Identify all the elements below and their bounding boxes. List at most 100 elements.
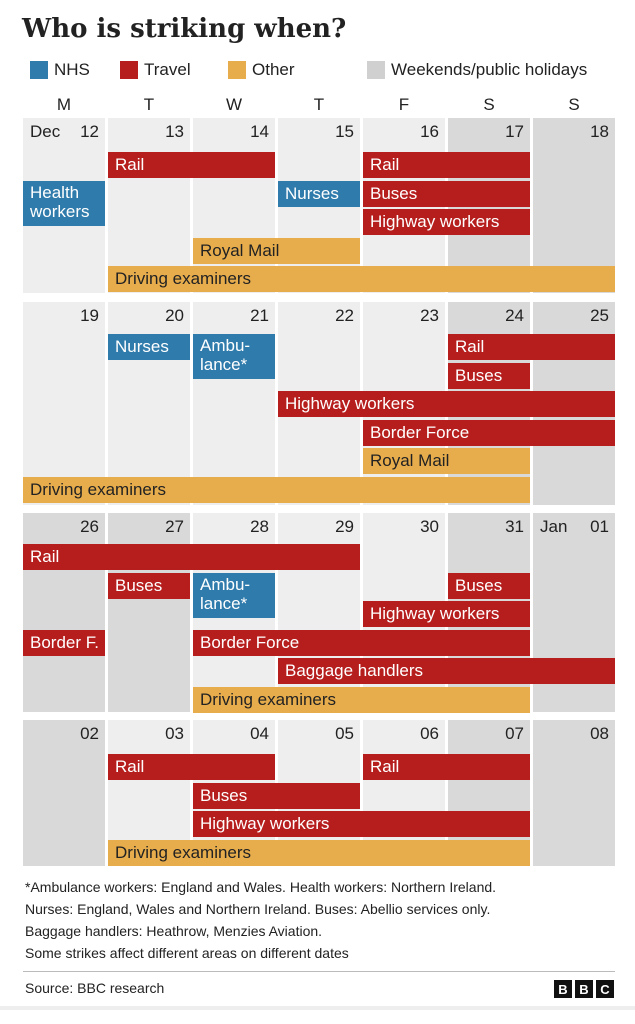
strike-bar-rail: Rail [363, 152, 530, 178]
strike-bar-baggage-handlers: Baggage handlers [278, 658, 615, 684]
strike-bar-rail: Rail [23, 544, 360, 570]
month-label: Jan [540, 517, 568, 536]
strike-bar-rail: Rail [108, 152, 275, 178]
footnote: Baggage handlers: Heathrow, Menzies Avia… [25, 923, 323, 939]
day-number: 07 [505, 724, 524, 743]
day-number: 06 [420, 724, 439, 743]
legend-label-travel: Travel [144, 60, 191, 79]
logo-letter: B [554, 980, 572, 998]
legend-swatch-travel [120, 61, 138, 79]
day-number: 21 [250, 306, 269, 325]
footnote: Nurses: England, Wales and Northern Irel… [25, 901, 491, 917]
weekday-header: S [568, 95, 580, 114]
footnote: Some strikes affect different areas on d… [25, 945, 349, 961]
day-cell: 18 [533, 118, 615, 293]
weekday-header-row: M T W T F S S [23, 95, 615, 115]
strike-bar-ambu-lance: Ambu-lance* [193, 572, 275, 618]
day-number: 13 [165, 122, 184, 141]
strike-bar-highway-workers: Highway workers [363, 209, 530, 235]
strike-bar-rail: Rail [448, 334, 615, 360]
divider [0, 1006, 635, 1010]
legend-label-nhs: NHS [54, 60, 90, 79]
weekday-header: M [56, 95, 72, 114]
day-cell: 21 [193, 302, 275, 505]
source-note: Source: BBC research [25, 980, 165, 996]
strike-bar-driving-examiners: Driving examiners [108, 266, 615, 292]
legend-swatch-nhs [30, 61, 48, 79]
month-label: Dec [30, 122, 61, 141]
weekday-header: T [313, 95, 325, 114]
day-number: 05 [335, 724, 354, 743]
day-number: 18 [590, 122, 609, 141]
day-number: 01 [590, 517, 609, 536]
strike-bar-rail: Rail [108, 754, 275, 780]
strike-bar-rail: Rail [363, 754, 530, 780]
strike-bar-highway-workers: Highway workers [363, 601, 530, 627]
legend-label-other: Other [252, 60, 295, 79]
day-number: 17 [505, 122, 524, 141]
day-number: 02 [80, 724, 99, 743]
day-number: 24 [505, 306, 524, 325]
day-cell: 08 [533, 720, 615, 866]
day-number: 30 [420, 517, 439, 536]
day-cell: 20 [108, 302, 190, 505]
strike-bar-ambu-lance: Ambu-lance* [193, 334, 275, 379]
strike-bar-royal-mail: Royal Mail [363, 448, 530, 474]
weekday-header: W [225, 95, 243, 114]
day-number: 16 [420, 122, 439, 141]
day-number: 04 [250, 724, 269, 743]
day-number: 31 [505, 517, 524, 536]
strike-bar-nurses: Nurses [108, 334, 190, 360]
strike-bar-health-workers: Health workers [23, 180, 105, 226]
day-number: 27 [165, 517, 184, 536]
day-number: 03 [165, 724, 184, 743]
logo-letter: B [575, 980, 593, 998]
legend: NHS Travel Other Weekends/public holiday… [30, 60, 620, 80]
day-number: 14 [250, 122, 269, 141]
strike-bar-border-force: Border Force [193, 629, 530, 656]
footnote: *Ambulance workers: England and Wales. H… [25, 879, 497, 895]
strike-bar-buses: Buses [108, 572, 190, 599]
weekday-header: T [143, 95, 155, 114]
legend-swatch-other [228, 61, 246, 79]
divider [23, 971, 615, 972]
legend-item-weekends: Weekends/public holidays [367, 60, 587, 80]
day-number: 26 [80, 517, 99, 536]
day-number: 22 [335, 306, 354, 325]
strike-bar-royal-mail: Royal Mail [193, 237, 360, 264]
day-cell: 27 [108, 513, 190, 712]
strike-bar-driving-examiners: Driving examiners [108, 839, 530, 866]
legend-swatch-weekends [367, 61, 385, 79]
strike-bar-buses: Buses [448, 362, 530, 389]
strike-bar-buses: Buses [363, 180, 530, 207]
day-cell: 14 [193, 118, 275, 293]
strike-bar-highway-workers: Highway workers [193, 811, 530, 837]
day-number: 08 [590, 724, 609, 743]
day-number: 20 [165, 306, 184, 325]
strike-bar-driving-examiners: Driving examiners [23, 476, 530, 503]
day-cell: 19 [23, 302, 105, 505]
strike-bar-driving-examiners: Driving examiners [193, 686, 530, 713]
strike-bar-border-force: Border Force [363, 419, 615, 446]
day-cell: 26 [23, 513, 105, 712]
day-number: 15 [335, 122, 354, 141]
bbc-logo: B B C [554, 980, 614, 998]
day-cell: 02 [23, 720, 105, 866]
day-number: 23 [420, 306, 439, 325]
strike-bar-buses: Buses [193, 782, 360, 809]
day-number: 29 [335, 517, 354, 536]
strike-bar-highway-workers: Highway workers [278, 391, 615, 417]
day-cell: 13 [108, 118, 190, 293]
strike-bar-border-f: Border F. [23, 629, 105, 656]
strike-bar-nurses: Nurses [278, 180, 360, 207]
logo-letter: C [596, 980, 614, 998]
chart-title: Who is striking when? [22, 14, 347, 44]
weekday-header: S [483, 95, 495, 114]
day-number: 19 [80, 306, 99, 325]
legend-label-weekends: Weekends/public holidays [391, 60, 588, 79]
footnotes: *Ambulance workers: England and Wales. H… [25, 876, 615, 964]
day-number: 12 [80, 122, 99, 141]
weekday-header: F [398, 95, 410, 114]
day-number: 25 [590, 306, 609, 325]
